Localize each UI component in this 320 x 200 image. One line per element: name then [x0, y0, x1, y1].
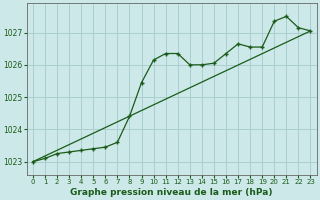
- X-axis label: Graphe pression niveau de la mer (hPa): Graphe pression niveau de la mer (hPa): [70, 188, 273, 197]
